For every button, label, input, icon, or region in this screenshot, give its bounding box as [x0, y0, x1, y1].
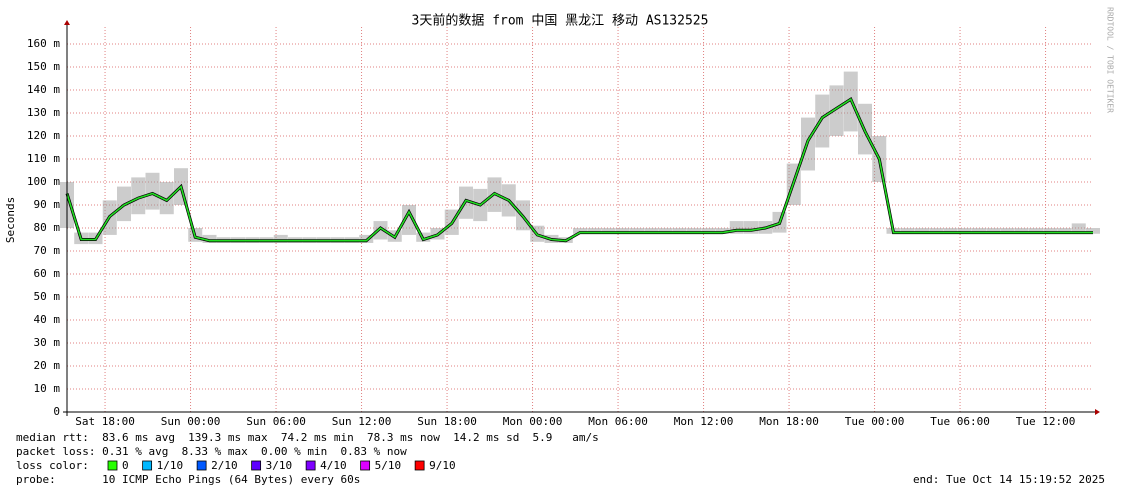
loss-label: loss color: [16, 459, 89, 472]
y-axis-label: Seconds [4, 197, 17, 243]
x-tick-label: Mon 18:00 [759, 415, 819, 428]
smoke-band [131, 177, 146, 215]
x-tick-label: Sun 12:00 [332, 415, 392, 428]
probe: probe: 10 ICMP Echo Pings (64 Bytes) eve… [16, 473, 360, 486]
x-tick-label: Tue 00:00 [845, 415, 905, 428]
x-tick-label: Mon 06:00 [588, 415, 648, 428]
smoke-band [672, 228, 687, 234]
y-tick-label: 0 [53, 405, 60, 418]
y-tick-label: 120 m [27, 129, 60, 142]
smoke-band [1043, 228, 1058, 234]
legend-swatch [305, 460, 316, 471]
smoke-band [687, 228, 701, 234]
smoke-band [630, 228, 644, 234]
smoke-band [943, 228, 958, 234]
stats-line: packet loss: 0.31 % avg 8.33 % max 0.00 … [16, 445, 407, 458]
smoke-band [273, 234, 288, 243]
smoke-band [402, 205, 416, 235]
y-tick-label: 150 m [27, 60, 60, 73]
y-tick-label: 20 m [34, 359, 61, 372]
median-line [65, 96, 1093, 243]
smoke-band [1057, 228, 1072, 234]
smoke-band [900, 228, 915, 234]
smoke-band [159, 182, 174, 215]
y-tick-label: 10 m [34, 382, 61, 395]
smoke-band [644, 228, 659, 234]
smoke-band [1086, 228, 1100, 234]
x-tick-label: Tue 12:00 [1016, 415, 1076, 428]
x-tick-label: Sun 00:00 [161, 415, 221, 428]
legend-label: 0 [122, 459, 129, 472]
axis-arrow [64, 20, 70, 25]
legend-swatch [142, 460, 153, 471]
smoke-band [929, 228, 944, 234]
y-tick-label: 130 m [27, 106, 60, 119]
legend-label: 9/10 [429, 459, 456, 472]
y-tick-label: 70 m [34, 244, 61, 257]
stats-line: median rtt: 83.6 ms avg 139.3 ms max 74.… [16, 431, 599, 444]
legend-label: 2/10 [211, 459, 238, 472]
x-tick-label: Mon 00:00 [503, 415, 563, 428]
end-time: end: Tue Oct 14 15:19:52 2025 [913, 473, 1105, 486]
legend-label: 4/10 [320, 459, 347, 472]
smoke-band [829, 85, 844, 136]
y-tick-label: 140 m [27, 83, 60, 96]
smoke-band [715, 228, 730, 234]
legend-label: 5/10 [375, 459, 402, 472]
x-tick-label: Sun 06:00 [246, 415, 306, 428]
smoke-band [601, 228, 616, 234]
y-tick-label: 30 m [34, 336, 61, 349]
y-tick-label: 90 m [34, 198, 61, 211]
legend-swatch [414, 460, 425, 471]
y-tick-label: 110 m [27, 152, 60, 165]
y-tick-label: 100 m [27, 175, 60, 188]
axis-arrow [1095, 409, 1100, 415]
smoke-band [658, 228, 673, 234]
smoke-band [972, 228, 986, 234]
y-tick-label: 50 m [34, 290, 61, 303]
legend-label: 3/10 [266, 459, 293, 472]
smoke-band [587, 228, 602, 234]
smoke-band [1014, 228, 1029, 234]
smoke-band [986, 228, 1001, 234]
smoke-band [957, 228, 972, 234]
smoke-band [915, 228, 929, 234]
smoke-band [1071, 223, 1086, 234]
x-tick-label: Sat 18:00 [75, 415, 135, 428]
smoke-band [815, 94, 830, 148]
legend-swatch [360, 460, 371, 471]
legend-swatch [251, 460, 262, 471]
smoke-band [1029, 228, 1043, 234]
x-tick-label: Sun 18:00 [417, 415, 477, 428]
smoke-band [1000, 228, 1015, 234]
y-tick-label: 80 m [34, 221, 61, 234]
y-tick-label: 40 m [34, 313, 61, 326]
smoke-band [615, 228, 630, 234]
chart-title: 3天前的数据 from 中国 黑龙江 移动 AS132525 [412, 13, 709, 29]
smoke-band [573, 228, 587, 234]
y-tick-label: 60 m [34, 267, 61, 280]
smoke-band [744, 221, 758, 234]
x-tick-label: Mon 12:00 [674, 415, 734, 428]
smoke-band [373, 221, 388, 240]
median-line [66, 98, 1093, 242]
legend-swatch [196, 460, 207, 471]
smoke-band [145, 172, 160, 210]
y-tick-label: 160 m [27, 37, 60, 50]
smoke-band [202, 234, 217, 243]
legend-label: 1/10 [157, 459, 184, 472]
watermark: RRDTOOL / TOBI OETIKER [1106, 7, 1115, 113]
legend-swatch [107, 460, 118, 471]
smoke-band [701, 228, 716, 234]
x-tick-label: Tue 06:00 [930, 415, 990, 428]
